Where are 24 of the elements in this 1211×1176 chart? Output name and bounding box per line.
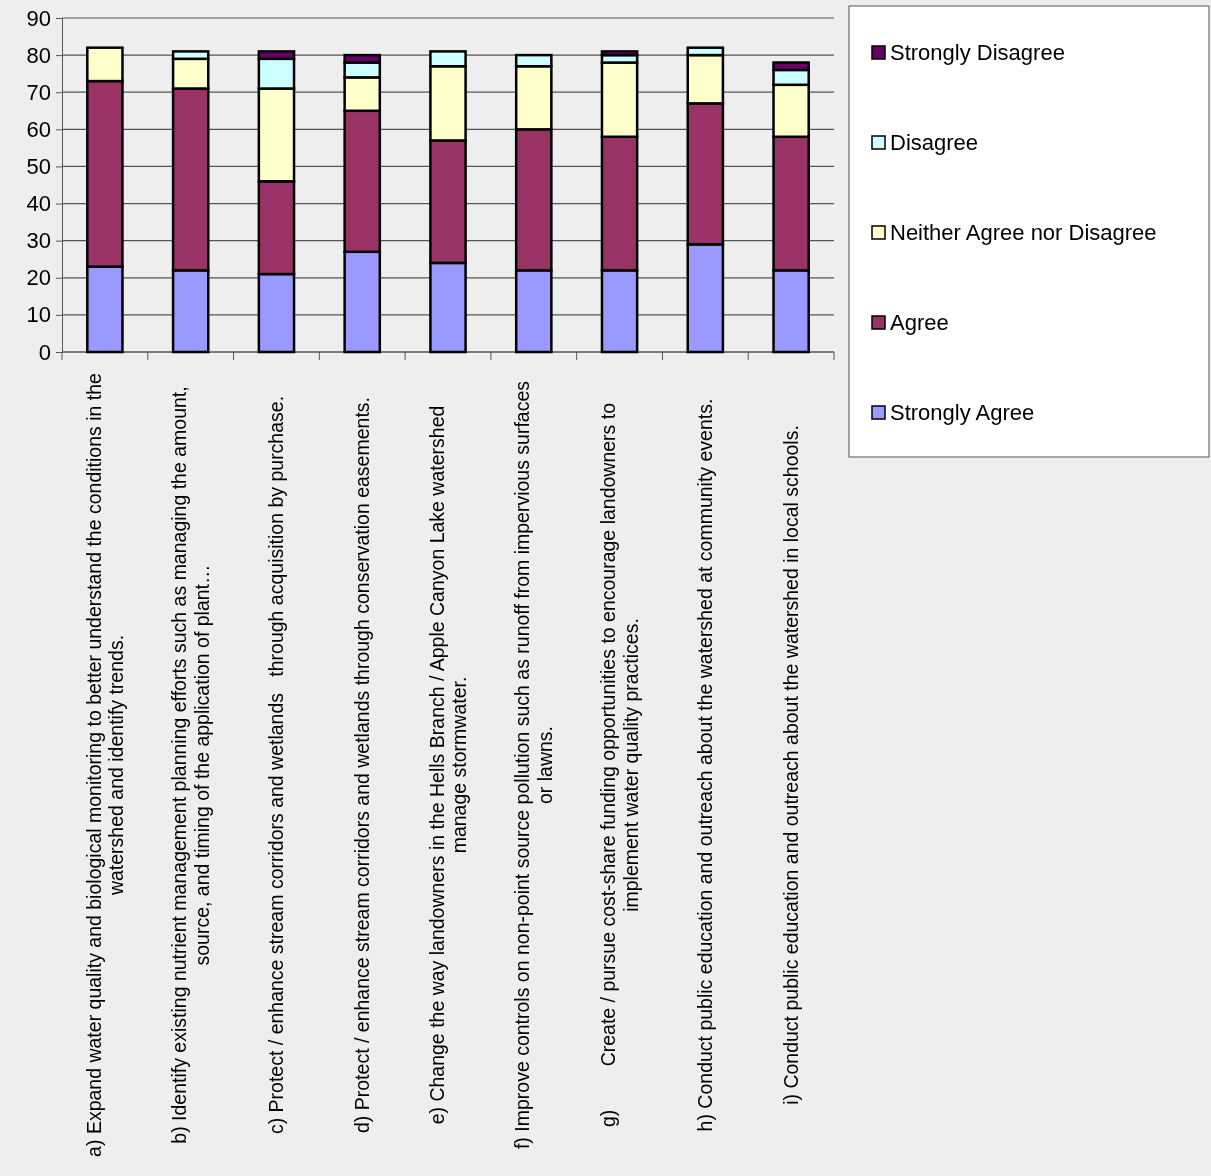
legend-label: Strongly Disagree bbox=[890, 40, 1065, 65]
y-tick-label: 30 bbox=[26, 228, 51, 254]
legend-label: Strongly Agree bbox=[890, 400, 1035, 425]
y-tick-label: 50 bbox=[26, 153, 51, 179]
y-tick-label: 40 bbox=[26, 191, 51, 217]
legend-label: Neither Agree nor Disagree bbox=[890, 220, 1157, 245]
y-tick-label: 70 bbox=[26, 79, 51, 105]
y-tick-label: 10 bbox=[26, 302, 51, 328]
y-tick-label: 20 bbox=[26, 265, 51, 291]
y-tick-label: 0 bbox=[38, 339, 51, 365]
x-tick-label: e) Change the way landowners in the Hells Branch / Apple Canyon Lake watershed manage stormwater. bbox=[425, 405, 471, 1125]
y-tick-label: 60 bbox=[26, 116, 51, 142]
legend-label: Disagree bbox=[890, 130, 979, 155]
legend-label: Agree bbox=[890, 310, 949, 335]
x-tick-label: i) Conduct public education and outreach about the watershed in local schools. bbox=[779, 425, 802, 1105]
x-tick-label: d) Protect / enhance stream corridors and wetlands through conservation easements. bbox=[351, 397, 374, 1133]
y-tick-label: 80 bbox=[26, 42, 51, 68]
x-tick-label: h) Conduct public education and outreach about the watershed at community events. bbox=[694, 398, 717, 1132]
x-tick-label: c) Protect / enhance stream corridors and wetlands through acquisition by purchase. bbox=[265, 395, 288, 1135]
y-tick-label: 90 bbox=[26, 5, 51, 31]
x-tick-label: g) Create / pursue cost-share funding opportunities to encourage landowners to implement water quality practices. bbox=[597, 402, 642, 1128]
x-tick-label: b) Identify existing nutrient management planning efforts such as managing the amount, source, and timing of the application of plant… bbox=[168, 386, 213, 1144]
x-tick-label: a) Expand water quality and biological monitoring to better understand the conditions in the watershed and identify trends. bbox=[82, 373, 127, 1157]
x-tick-label: f) Improve controls on non-point source pollution such as runoff from impervious surfaces or lawns. bbox=[511, 380, 556, 1150]
